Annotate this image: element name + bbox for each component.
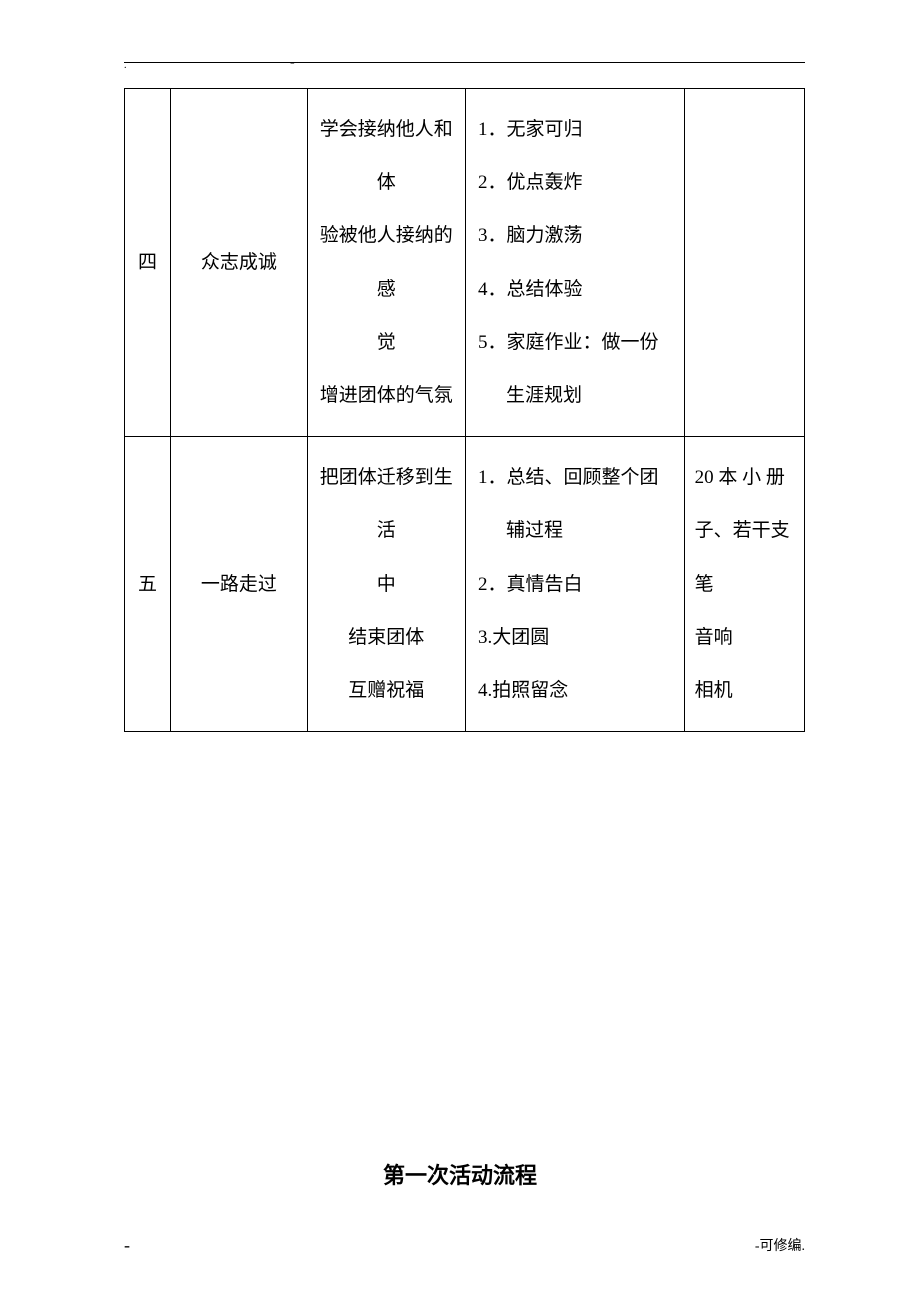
activity-item: 1．无家可归	[478, 103, 674, 156]
purpose-line: 验被他人接纳的感	[318, 209, 455, 315]
activity-sub: 辅过程	[478, 504, 674, 557]
material-line: 子、若干支	[695, 504, 794, 557]
section-heading: 第一次活动流程	[0, 1158, 920, 1190]
footer-right: -可修编.	[755, 1235, 805, 1256]
row-number-cell: 四	[125, 89, 171, 437]
activity-item: 2．优点轰炸	[478, 156, 674, 209]
row-material-cell	[684, 89, 804, 437]
purpose-line: 互赠祝福	[318, 664, 455, 717]
material-line: 音响	[695, 611, 794, 664]
material-line: 笔	[695, 558, 794, 611]
activity-item: 1．总结、回顾整个团	[478, 451, 674, 504]
table-row: 四 众志成诚 学会接纳他人和体 验被他人接纳的感 觉 增进团体的气氛 1．无家可…	[125, 89, 805, 437]
row-name-cell: 众志成诚	[171, 89, 307, 437]
purpose-line: 学会接纳他人和体	[318, 103, 455, 209]
purpose-line: 中	[318, 558, 455, 611]
header-line	[124, 62, 805, 63]
row-material-cell: 20 本 小 册 子、若干支 笔 音响 相机	[684, 437, 804, 732]
activity-table: 四 众志成诚 学会接纳他人和体 验被他人接纳的感 觉 增进团体的气氛 1．无家可…	[124, 88, 805, 732]
activity-item: 4.拍照留念	[478, 664, 674, 717]
activity-item: 3．脑力激荡	[478, 209, 674, 262]
main-content: 四 众志成诚 学会接纳他人和体 验被他人接纳的感 觉 增进团体的气氛 1．无家可…	[124, 88, 805, 732]
row-name-cell: 一路走过	[171, 437, 307, 732]
material-line: 相机	[695, 664, 794, 717]
row-purpose-cell: 学会接纳他人和体 验被他人接纳的感 觉 增进团体的气氛	[307, 89, 465, 437]
activity-item: 4．总结体验	[478, 263, 674, 316]
footer-left: -	[124, 1235, 130, 1256]
material-line: 20 本 小 册	[695, 451, 794, 504]
row-activity-cell: 1．无家可归 2．优点轰炸 3．脑力激荡 4．总结体验 5．家庭作业：做一份 生…	[465, 89, 684, 437]
purpose-line: 增进团体的气氛	[318, 369, 455, 422]
activity-item: 5．家庭作业：做一份	[478, 316, 674, 369]
purpose-line: 结束团体	[318, 611, 455, 664]
header-dash: -	[290, 55, 295, 71]
activity-item: 2．真情告白	[478, 558, 674, 611]
purpose-line: 把团体迁移到生活	[318, 451, 455, 557]
footer: - -可修编.	[124, 1235, 805, 1256]
table-row: 五 一路走过 把团体迁移到生活 中 结束团体 互赠祝福 1．总结、回顾整个团 辅…	[125, 437, 805, 732]
row-purpose-cell: 把团体迁移到生活 中 结束团体 互赠祝福	[307, 437, 465, 732]
purpose-line: 觉	[318, 316, 455, 369]
activity-sub: 生涯规划	[478, 369, 674, 422]
row-number-cell: 五	[125, 437, 171, 732]
row-activity-cell: 1．总结、回顾整个团 辅过程 2．真情告白 3.大团圆 4.拍照留念	[465, 437, 684, 732]
activity-item: 3.大团圆	[478, 611, 674, 664]
